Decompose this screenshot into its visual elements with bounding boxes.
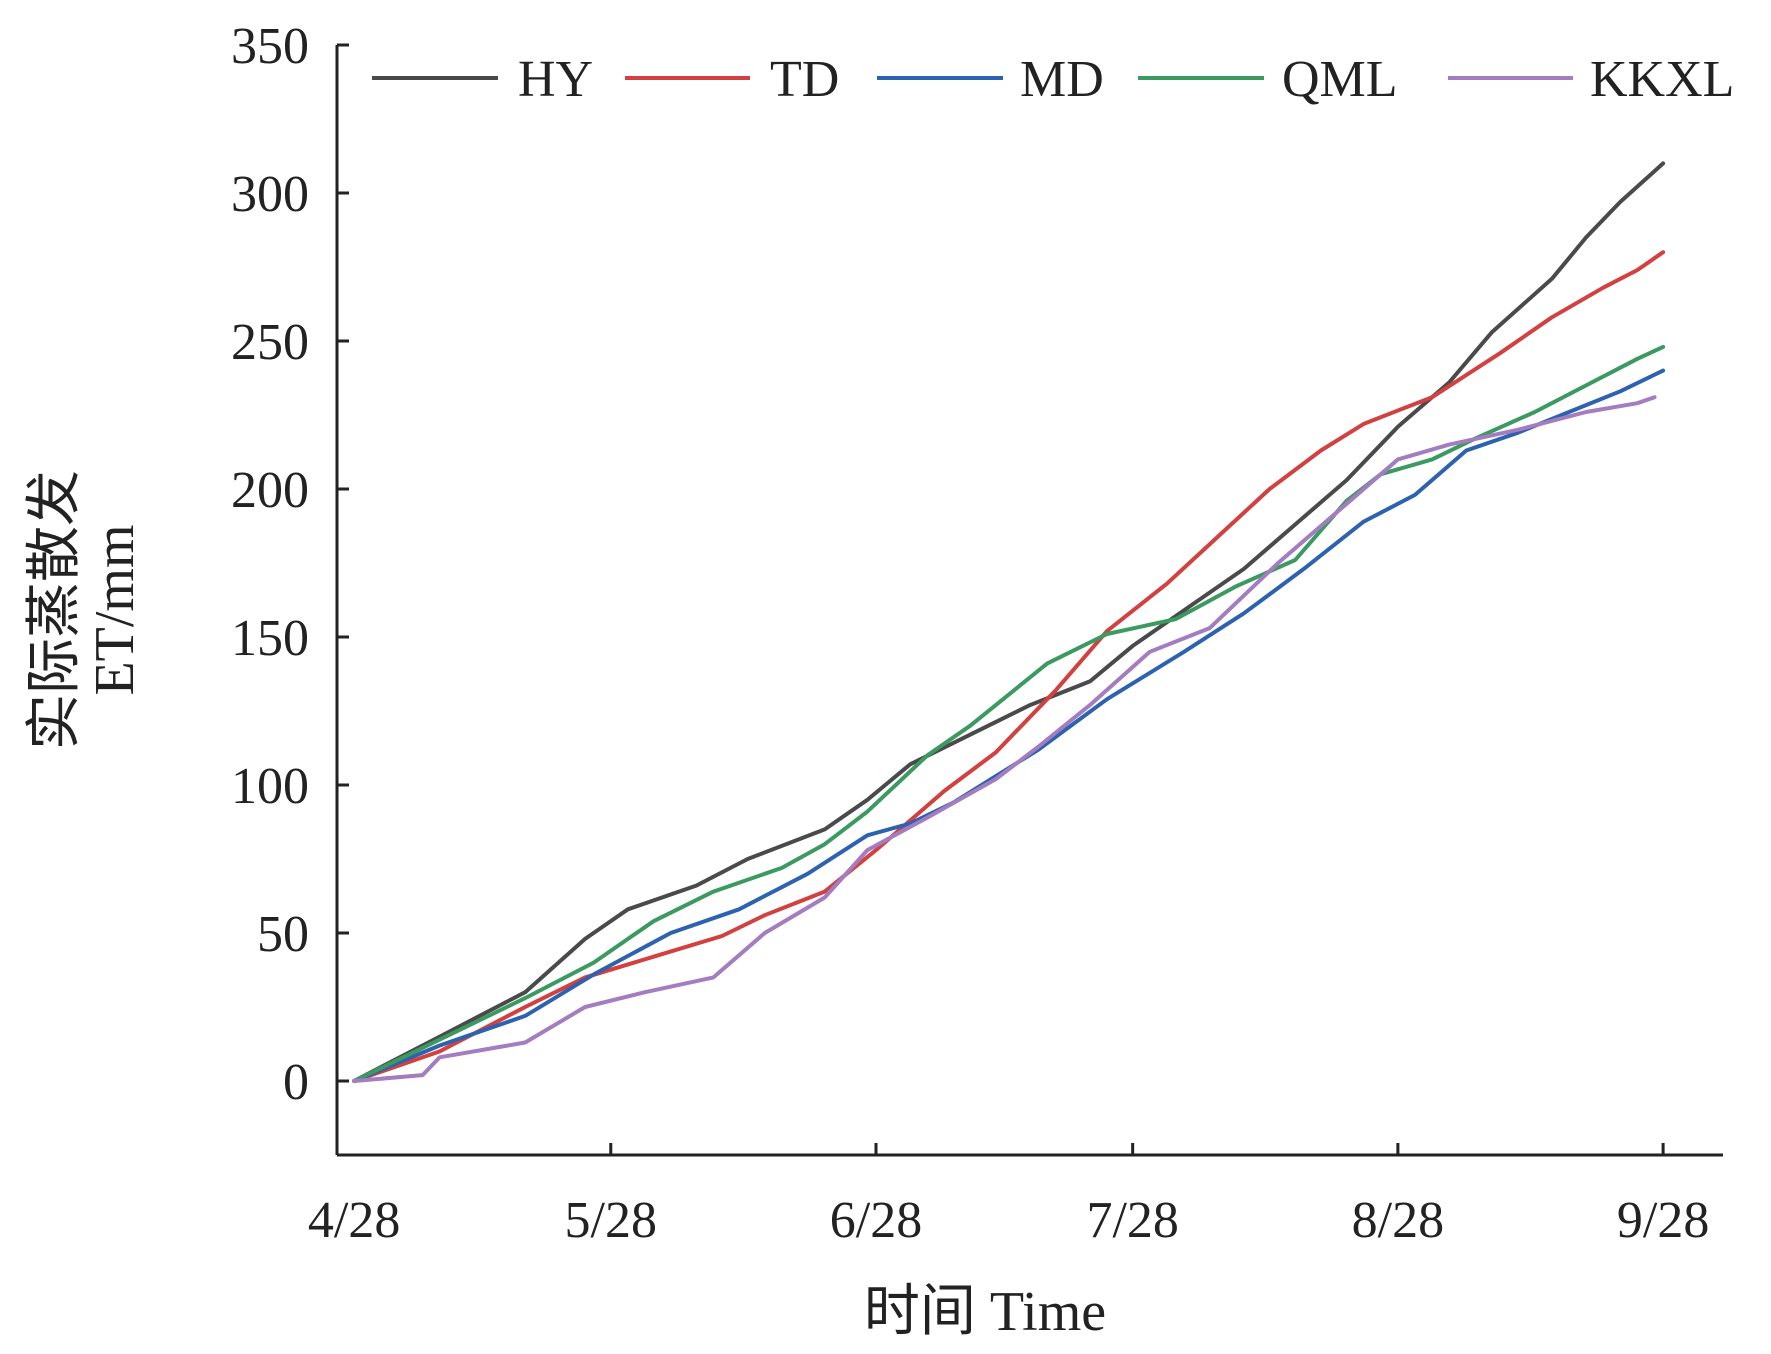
series-line-md [352,368,1666,1083]
y-tick-label: 250 [231,314,309,371]
legend-label-kkxl: KKXL [1590,51,1734,108]
legend-label-td: TD [770,51,839,108]
y-tick-label: 200 [231,462,309,519]
y-tick-label: 300 [231,166,309,223]
y-axis-title-line1: 实际蒸散发 [24,470,86,750]
series-line-qml [352,344,1666,1083]
x-axis-title: 时间 Time [864,1281,1106,1343]
legend-label-qml: QML [1282,51,1398,108]
x-tick-label: 6/28 [830,1192,922,1249]
x-tick-label: 4/28 [308,1192,400,1249]
x-tick-label: 5/28 [565,1192,657,1249]
x-tick-label: 8/28 [1352,1192,1444,1249]
x-tick-label: 9/28 [1617,1192,1709,1249]
legend-label-md: MD [1020,51,1104,108]
y-axis-title-line2: ET/mm [84,524,146,695]
chart-axes: 0 50 100 150 200 250 300 350 4/28 5/28 6/28 7/28 8/2… [231,18,1723,1249]
y-tick-label: 150 [231,610,309,667]
series-line-hy [352,161,1666,1083]
y-tick-label: 350 [231,18,309,75]
chart-series-layer [352,161,1666,1083]
series-line-kkxl [352,395,1657,1083]
legend-label-hy: HY [518,51,593,108]
y-tick-label: 100 [231,758,309,815]
series-line-td [352,250,1666,1083]
y-tick-label: 50 [257,906,309,963]
chart-legend: HY TD MD QML KKXL [372,51,1734,108]
y-tick-label: 0 [283,1054,309,1111]
x-tick-label: 7/28 [1086,1192,1178,1249]
y-axis-title: 实际蒸散发 ET/mm [24,470,146,750]
